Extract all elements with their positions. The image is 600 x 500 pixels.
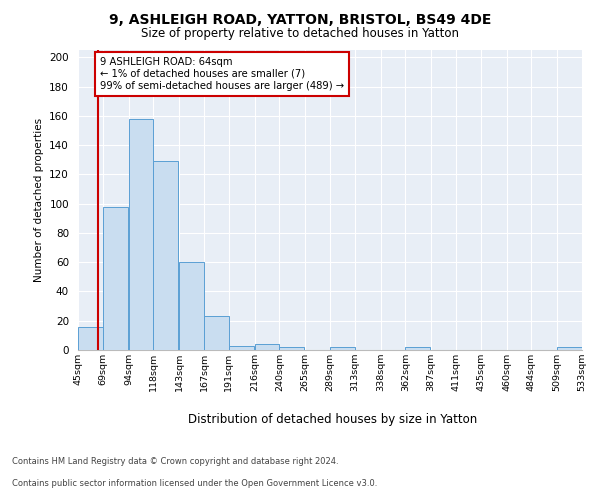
Bar (557, 347, 582, 350)
Bar (128, 119, 154, 350)
Text: Contains HM Land Registry data © Crown copyright and database right 2024.: Contains HM Land Registry data © Crown c… (12, 457, 338, 466)
Bar (204, 316, 229, 350)
Bar (280, 347, 304, 350)
Bar (154, 161, 178, 350)
Text: Contains public sector information licensed under the Open Government Licence v3: Contains public sector information licen… (12, 478, 377, 488)
Text: 9, ASHLEIGH ROAD, YATTON, BRISTOL, BS49 4DE: 9, ASHLEIGH ROAD, YATTON, BRISTOL, BS49 … (109, 12, 491, 26)
Bar (406, 347, 430, 350)
Text: Distribution of detached houses by size in Yatton: Distribution of detached houses by size … (188, 412, 478, 426)
Bar (179, 262, 204, 350)
Bar (330, 347, 355, 350)
Bar (103, 206, 128, 350)
Text: 9 ASHLEIGH ROAD: 64sqm
← 1% of detached houses are smaller (7)
99% of semi-detac: 9 ASHLEIGH ROAD: 64sqm ← 1% of detached … (100, 58, 344, 90)
Text: Size of property relative to detached houses in Yatton: Size of property relative to detached ho… (141, 28, 459, 40)
Y-axis label: Number of detached properties: Number of detached properties (34, 118, 44, 282)
Bar (78, 326, 103, 350)
Bar (254, 344, 280, 350)
Bar (229, 346, 254, 350)
